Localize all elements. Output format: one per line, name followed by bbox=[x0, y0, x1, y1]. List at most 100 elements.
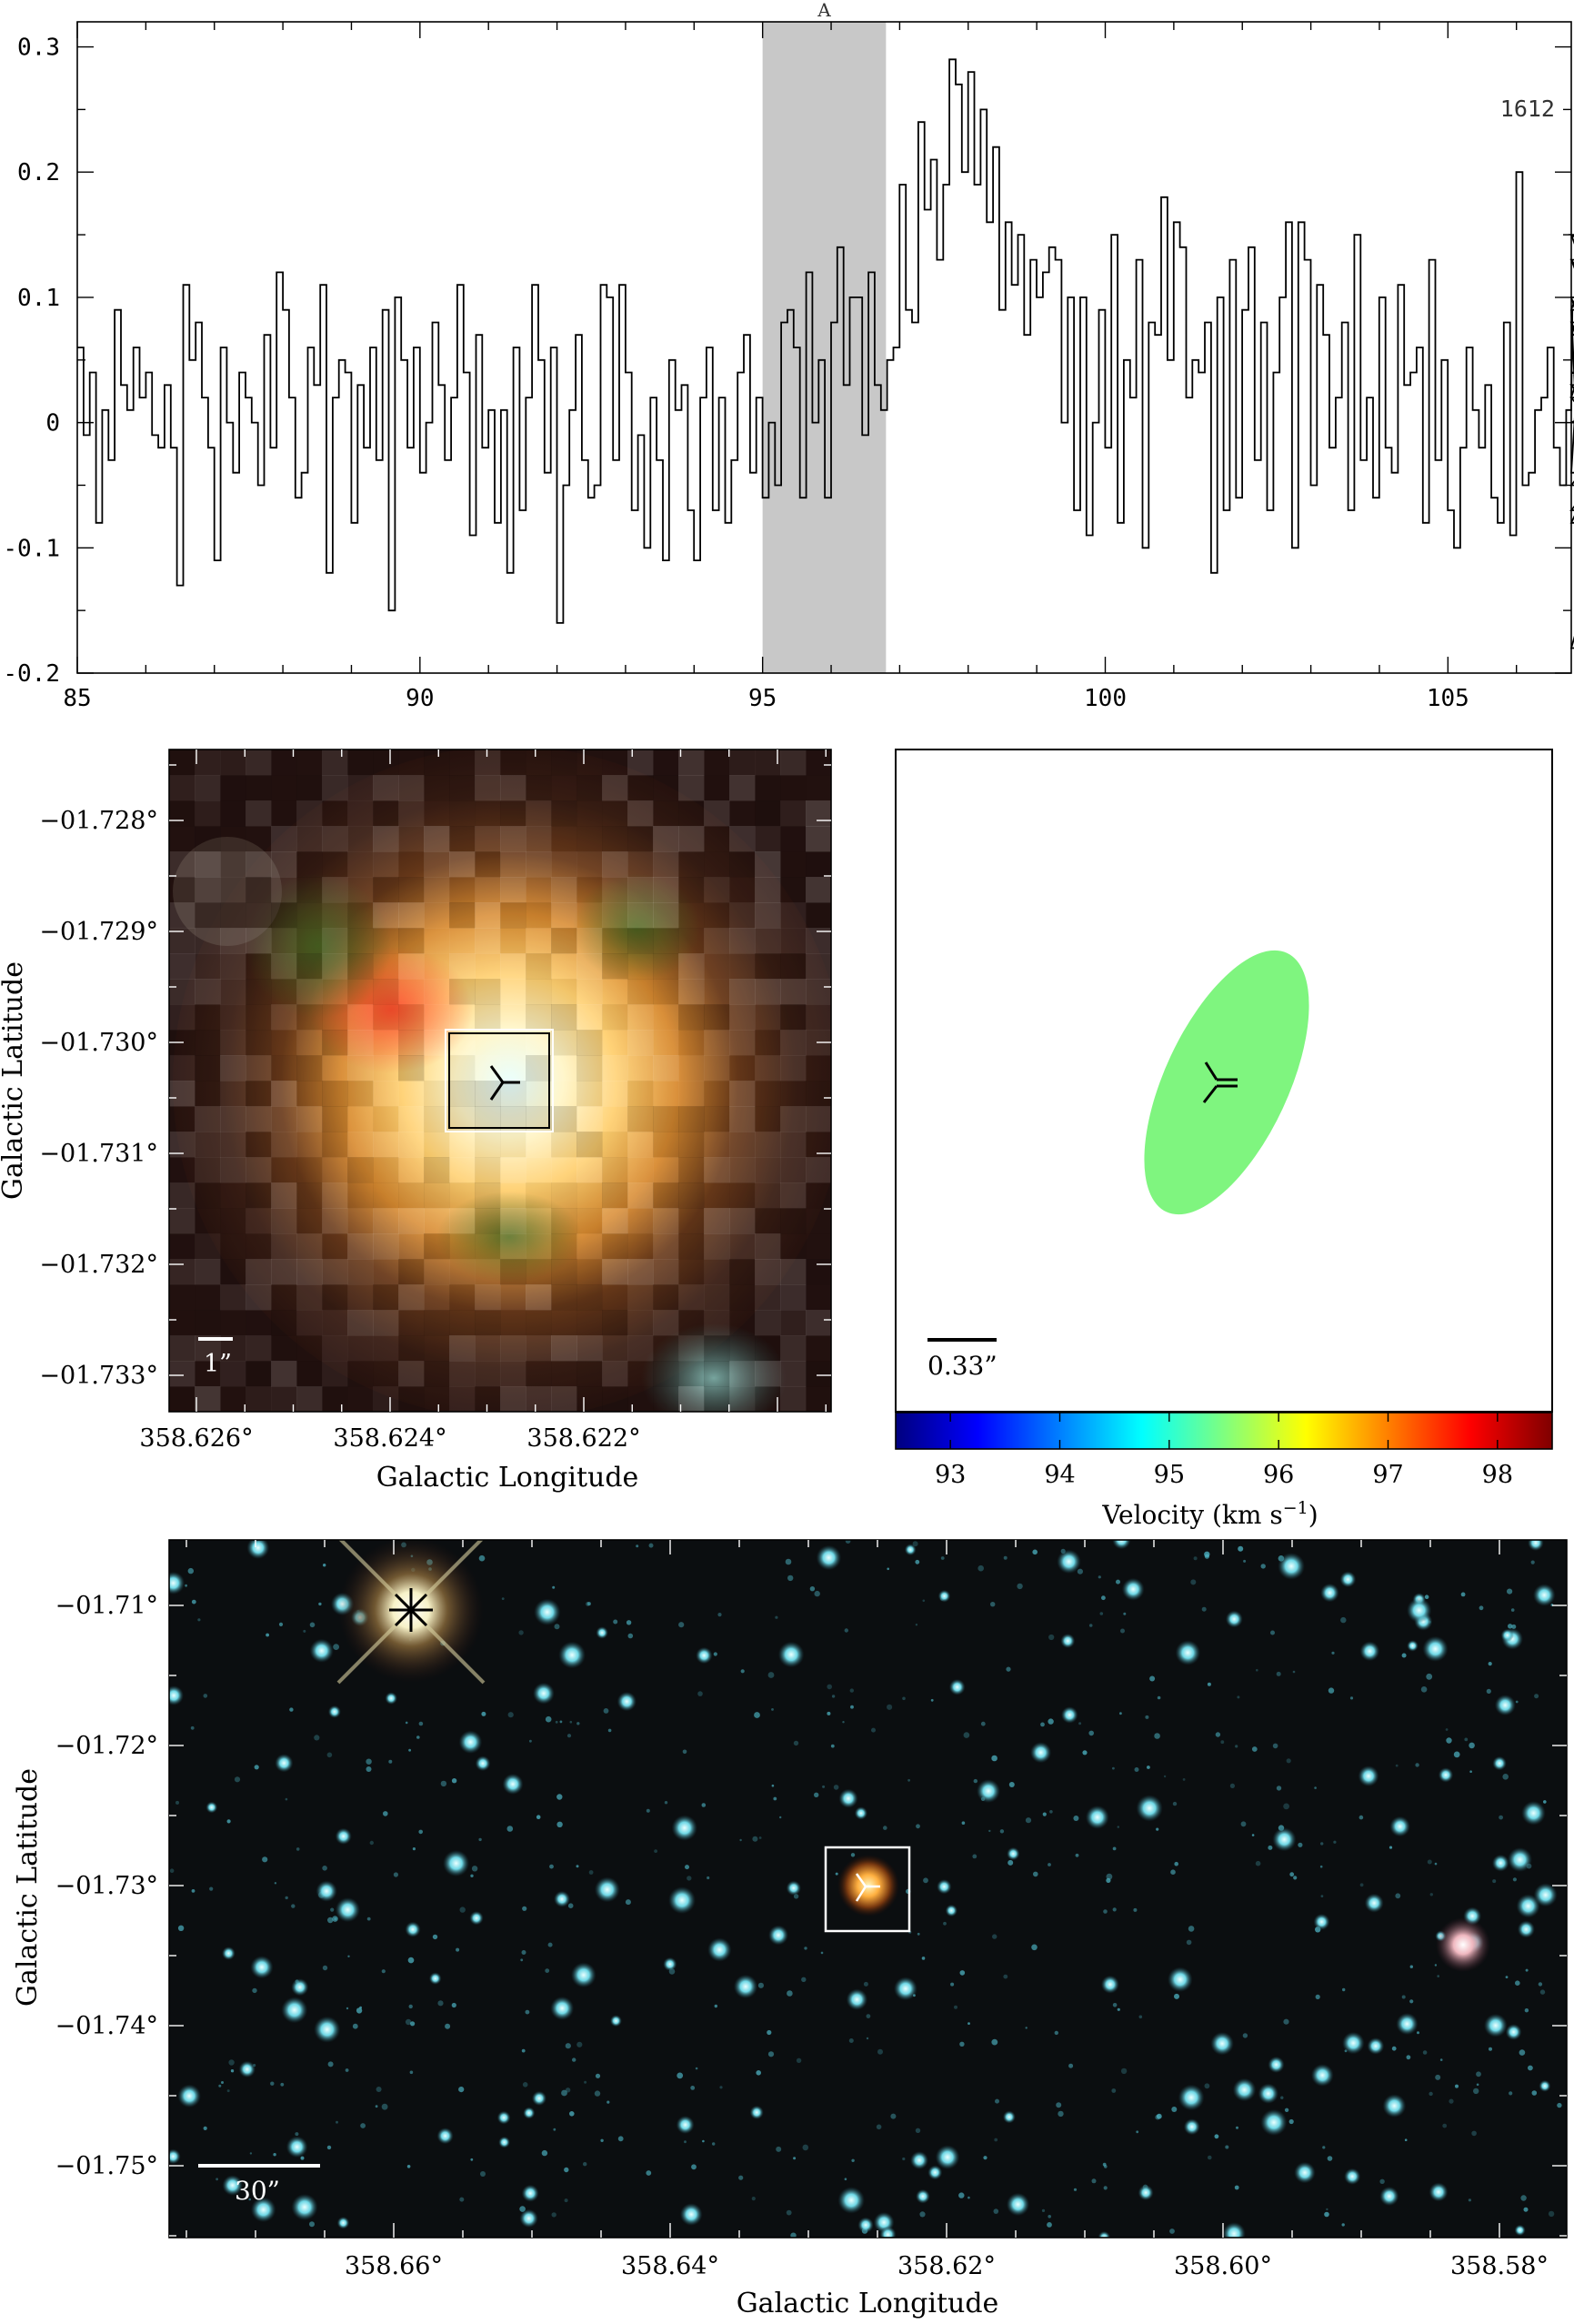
pixel bbox=[475, 928, 501, 954]
pixel bbox=[551, 1208, 577, 1234]
star bbox=[617, 1691, 637, 1712]
star bbox=[336, 2217, 350, 2229]
faint-star bbox=[175, 1800, 179, 1805]
pixel bbox=[271, 1233, 297, 1260]
faint-star bbox=[416, 1735, 420, 1739]
faint-star bbox=[547, 1942, 553, 1947]
faint-star bbox=[646, 1808, 650, 1813]
pixel bbox=[373, 1386, 399, 1412]
faint-star bbox=[345, 2068, 349, 2072]
pixel bbox=[296, 800, 323, 827]
faint-star bbox=[1359, 1883, 1364, 1887]
pixel bbox=[271, 902, 297, 929]
pixel bbox=[678, 979, 705, 1005]
pixel bbox=[806, 1284, 831, 1311]
star bbox=[1492, 1756, 1507, 1771]
faint-star bbox=[687, 1876, 692, 1881]
pixel bbox=[195, 953, 221, 980]
pixel bbox=[526, 1004, 552, 1031]
star bbox=[676, 2116, 695, 2134]
star bbox=[1085, 1805, 1109, 1829]
pixel bbox=[576, 1081, 603, 1107]
pixel bbox=[806, 750, 831, 776]
faint-star bbox=[695, 2067, 698, 2070]
pixel bbox=[475, 1157, 501, 1183]
pixel bbox=[424, 1004, 450, 1031]
pixel bbox=[729, 953, 756, 980]
pixel bbox=[271, 1106, 297, 1132]
pixel bbox=[729, 1004, 756, 1031]
faint-star bbox=[481, 1711, 486, 1716]
pixel bbox=[729, 1361, 756, 1387]
y-tick-label: −01.72° bbox=[55, 1732, 158, 1760]
pixel bbox=[678, 1208, 705, 1234]
faint-star bbox=[883, 1826, 887, 1830]
faint-star bbox=[690, 2086, 696, 2090]
x-tick-label: 358.66° bbox=[345, 2252, 443, 2280]
faint-star bbox=[1539, 1989, 1546, 1995]
faint-star bbox=[1404, 2138, 1408, 2141]
star bbox=[1344, 2168, 1361, 2185]
pixel bbox=[424, 800, 450, 827]
star bbox=[1136, 1795, 1163, 1822]
faint-star bbox=[1068, 2063, 1074, 2068]
faint-star bbox=[786, 2209, 792, 2216]
star bbox=[1098, 2230, 1110, 2238]
faint-star bbox=[995, 2098, 999, 2104]
pixel bbox=[806, 1055, 831, 1082]
pixel bbox=[195, 1284, 221, 1311]
pixel bbox=[627, 953, 654, 980]
pixel bbox=[704, 1208, 730, 1234]
pixel bbox=[449, 800, 476, 827]
pixel bbox=[653, 877, 679, 903]
pixel bbox=[551, 953, 577, 980]
pixel bbox=[449, 1233, 476, 1260]
pixel bbox=[373, 1361, 399, 1387]
faint-star bbox=[1530, 1560, 1535, 1564]
pixel bbox=[704, 1106, 730, 1132]
pixel bbox=[398, 800, 425, 827]
faint-star bbox=[887, 1567, 889, 1571]
pixel bbox=[424, 1208, 450, 1234]
star bbox=[1112, 1540, 1131, 1550]
pixel bbox=[704, 800, 730, 827]
pixel bbox=[806, 979, 831, 1005]
pixel bbox=[500, 1259, 526, 1285]
pixel bbox=[169, 979, 195, 1005]
faint-star bbox=[376, 2087, 382, 2092]
faint-star bbox=[1214, 2134, 1219, 2139]
faint-star bbox=[412, 1847, 416, 1851]
pixel bbox=[755, 1157, 781, 1183]
star bbox=[169, 2148, 181, 2165]
faint-star bbox=[1171, 2107, 1178, 2112]
pixel bbox=[500, 1157, 526, 1183]
pixel bbox=[551, 1106, 577, 1132]
pixel bbox=[195, 800, 221, 827]
faint-star bbox=[1341, 2223, 1345, 2227]
colorbar-tick-label: 96 bbox=[1263, 1461, 1294, 1489]
pixel bbox=[602, 1004, 628, 1031]
pixel bbox=[322, 1259, 348, 1285]
faint-star bbox=[678, 1622, 685, 1628]
faint-star bbox=[801, 1977, 807, 1982]
pixel bbox=[322, 800, 348, 827]
faint-star bbox=[1243, 1559, 1247, 1563]
faint-star bbox=[603, 1708, 609, 1714]
faint-star bbox=[1340, 1616, 1347, 1624]
star bbox=[707, 1937, 732, 1962]
pixel bbox=[576, 1284, 603, 1311]
star bbox=[893, 1977, 917, 2001]
faint-star bbox=[278, 1622, 284, 1626]
faint-star bbox=[569, 2111, 575, 2117]
pixel bbox=[602, 1386, 628, 1412]
faint-star bbox=[714, 2004, 717, 2008]
faint-star bbox=[1033, 1871, 1038, 1877]
pixel bbox=[246, 1361, 272, 1387]
pixel bbox=[373, 1208, 399, 1234]
x-tick-label: 358.622° bbox=[526, 1424, 640, 1453]
pixel bbox=[347, 1106, 374, 1132]
pixel bbox=[169, 826, 195, 852]
faint-star bbox=[280, 2082, 285, 2087]
pixel bbox=[220, 1386, 246, 1412]
faint-star bbox=[1471, 2130, 1477, 2137]
